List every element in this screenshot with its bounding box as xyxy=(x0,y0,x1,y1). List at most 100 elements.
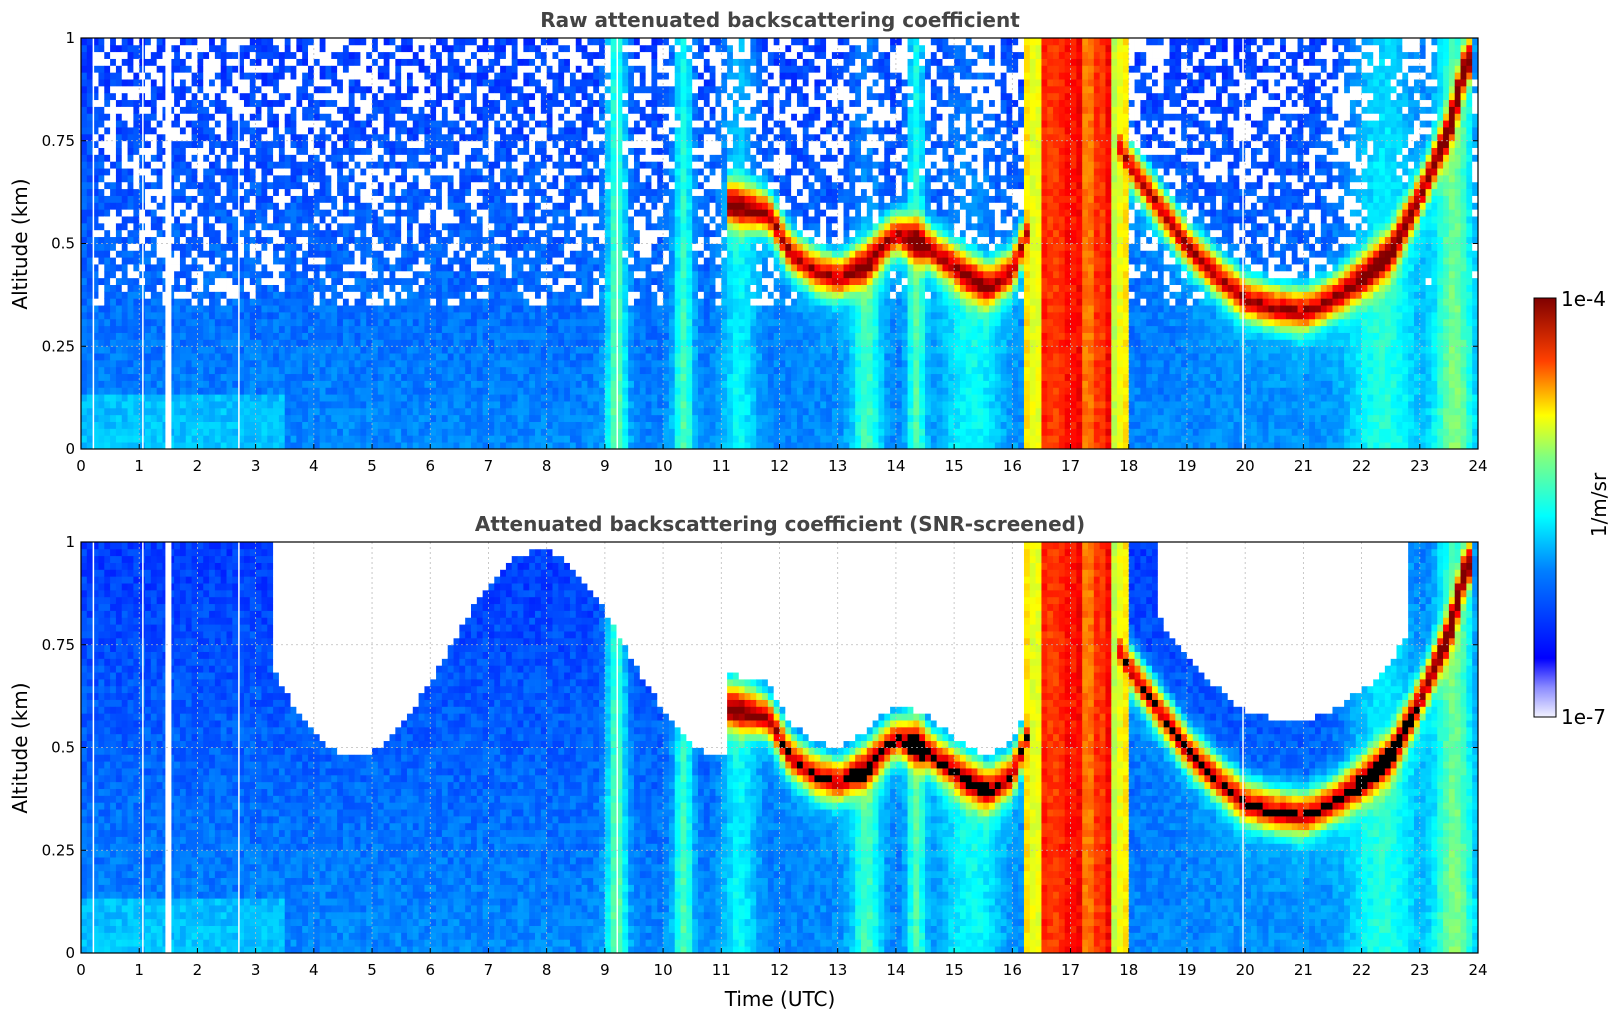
heatmap-cell xyxy=(506,107,512,114)
heatmap-cell xyxy=(337,346,343,353)
heatmap-cell xyxy=(320,72,326,79)
heatmap-cell xyxy=(378,93,384,100)
heatmap-cell xyxy=(430,394,436,401)
heatmap-cell xyxy=(442,209,448,216)
heatmap-cell xyxy=(465,360,471,367)
heatmap-cell xyxy=(523,367,529,374)
heatmap-cell xyxy=(227,264,233,271)
heatmap-cell xyxy=(401,113,407,120)
heatmap-cell xyxy=(273,442,279,449)
heatmap-cell xyxy=(471,264,477,271)
heatmap-cell xyxy=(180,244,186,251)
heatmap-cell xyxy=(547,148,553,155)
heatmap-cell xyxy=(494,86,500,93)
heatmap-cell xyxy=(203,93,209,100)
heatmap-cell xyxy=(261,428,267,435)
heatmap-cell xyxy=(279,298,285,305)
heatmap-cell xyxy=(133,189,139,196)
heatmap-cell xyxy=(401,79,407,86)
heatmap-cell xyxy=(349,360,355,367)
heatmap-cell xyxy=(407,285,413,292)
heatmap-cell xyxy=(308,209,314,216)
heatmap-cell xyxy=(477,100,483,107)
heatmap-cell xyxy=(151,408,157,415)
heatmap-cell xyxy=(273,333,279,340)
heatmap-cell xyxy=(465,86,471,93)
heatmap-cell xyxy=(349,326,355,333)
heatmap-cell xyxy=(296,72,302,79)
heatmap-cell xyxy=(279,353,285,360)
heatmap-cell xyxy=(197,127,203,134)
heatmap-cell xyxy=(413,72,419,79)
heatmap-cell xyxy=(197,52,203,59)
heatmap-cell xyxy=(104,209,110,216)
heatmap-cell xyxy=(215,367,221,374)
heatmap-cell xyxy=(98,291,104,298)
heatmap-cell xyxy=(232,127,238,134)
heatmap-cell xyxy=(279,230,285,237)
heatmap-cell xyxy=(186,257,192,264)
heatmap-cell xyxy=(244,230,250,237)
heatmap-cell xyxy=(349,387,355,394)
heatmap-cell xyxy=(378,161,384,168)
heatmap-cell xyxy=(477,244,483,251)
heatmap-cell xyxy=(145,250,151,257)
heatmap-cell xyxy=(232,244,238,251)
heatmap-cell xyxy=(407,394,413,401)
heatmap-cell xyxy=(395,408,401,415)
heatmap-cell xyxy=(506,408,512,415)
heatmap-cell xyxy=(360,45,366,52)
heatmap-cell xyxy=(110,86,116,93)
heatmap-cell xyxy=(192,127,198,134)
heatmap-cell xyxy=(186,168,192,175)
heatmap-cell xyxy=(104,120,110,127)
heatmap-cell xyxy=(483,134,489,141)
heatmap-cell xyxy=(384,353,390,360)
heatmap-cell xyxy=(279,374,285,381)
heatmap-cell xyxy=(133,86,139,93)
heatmap-cell xyxy=(261,360,267,367)
heatmap-cell xyxy=(419,202,425,209)
heatmap-cell xyxy=(518,428,524,435)
heatmap-cell xyxy=(256,374,262,381)
heatmap-cell xyxy=(500,319,506,326)
heatmap-cell xyxy=(442,72,448,79)
heatmap-cell xyxy=(273,52,279,59)
heatmap-cell xyxy=(419,442,425,449)
heatmap-cell xyxy=(250,387,256,394)
heatmap-cell xyxy=(378,291,384,298)
heatmap-cell xyxy=(465,59,471,66)
heatmap-cell xyxy=(110,127,116,134)
heatmap-cell xyxy=(436,415,442,422)
heatmap-cell xyxy=(529,168,535,175)
heatmap-cell xyxy=(448,107,454,114)
heatmap-cell xyxy=(355,141,361,148)
heatmap-cell xyxy=(366,189,372,196)
heatmap-cell xyxy=(250,148,256,155)
heatmap-cell xyxy=(518,93,524,100)
heatmap-cell xyxy=(384,415,390,422)
heatmap-cell xyxy=(419,250,425,257)
heatmap-cell xyxy=(221,244,227,251)
heatmap-cell xyxy=(372,339,378,346)
heatmap-cell xyxy=(81,250,87,257)
heatmap-cell xyxy=(133,223,139,230)
heatmap-cell xyxy=(500,381,506,388)
heatmap-cell xyxy=(378,319,384,326)
heatmap-cell xyxy=(174,422,180,429)
heatmap-cell xyxy=(145,79,151,86)
heatmap-cell xyxy=(267,339,273,346)
heatmap-cell xyxy=(384,278,390,285)
heatmap-cell xyxy=(232,52,238,59)
heatmap-cell xyxy=(227,100,233,107)
heatmap-cell xyxy=(419,333,425,340)
heatmap-cell xyxy=(349,148,355,155)
heatmap-cell xyxy=(558,113,564,120)
heatmap-cell xyxy=(174,196,180,203)
heatmap-cell xyxy=(454,120,460,127)
heatmap-cell xyxy=(395,339,401,346)
heatmap-cell xyxy=(203,394,209,401)
heatmap-cell xyxy=(122,141,128,148)
heatmap-cell xyxy=(384,113,390,120)
heatmap-cell xyxy=(215,422,221,429)
